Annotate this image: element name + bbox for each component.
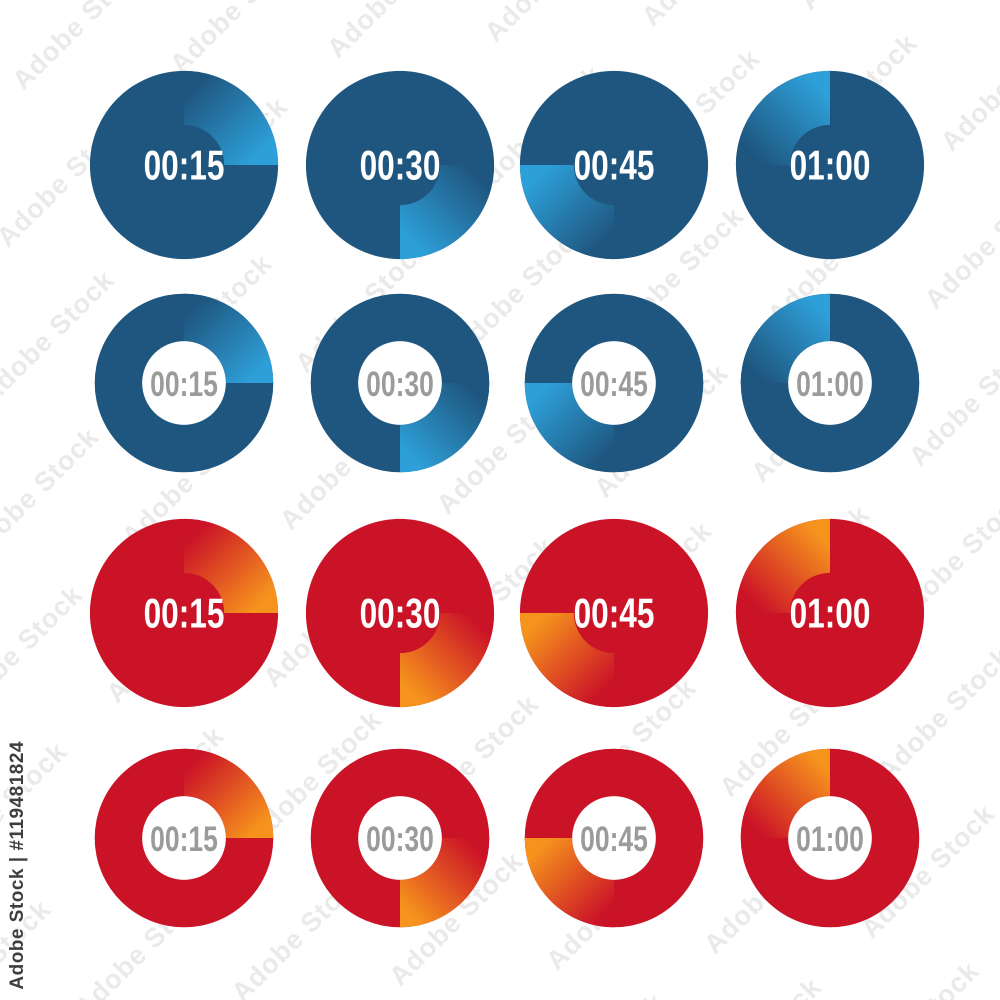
timer-label: 00:30 <box>366 364 434 404</box>
timer-label: 00:45 <box>580 819 648 859</box>
progress-highlight-segment <box>400 383 490 473</box>
timer-hole <box>572 341 656 425</box>
timer-red-solid-00-15: 00:15 <box>86 515 282 711</box>
progress-highlight-segment <box>519 165 614 260</box>
timer-blue-ring-00-30: 00:30 <box>307 290 493 476</box>
progress-highlight-segment <box>524 383 614 473</box>
timer-icon: 00:15 <box>94 293 274 473</box>
progress-highlight-segment <box>184 293 274 383</box>
timer-label: 00:15 <box>150 364 218 404</box>
timer-red-ring-00-15: 00:15 <box>91 745 277 931</box>
timer-label: 01:00 <box>790 141 871 189</box>
timer-red-solid-00-30: 00:30 <box>302 515 498 711</box>
timer-icon: 00:30 <box>305 70 495 260</box>
timer-icon: 01:00 <box>740 748 920 928</box>
progress-highlight-segment <box>400 838 490 928</box>
progress-highlight-segment <box>740 748 830 838</box>
timer-blue-solid-01-00: 01:00 <box>732 67 928 263</box>
progress-highlight-segment <box>184 748 274 838</box>
timer-blue-ring-00-45: 00:45 <box>521 290 707 476</box>
timer-label: 01:00 <box>796 364 864 404</box>
progress-highlight-segment <box>735 70 830 165</box>
timer-blue-ring-01-00: 01:00 <box>737 290 923 476</box>
timer-label: 00:30 <box>360 589 441 637</box>
progress-highlight-segment <box>400 165 495 260</box>
timer-red-solid-01-00: 01:00 <box>732 515 928 711</box>
timer-icon: 00:45 <box>519 70 709 260</box>
progress-highlight-segment <box>735 518 830 613</box>
progress-highlight-segment <box>524 838 614 928</box>
timer-red-solid-00-45: 00:45 <box>516 515 712 711</box>
timer-hole <box>788 796 872 880</box>
timer-label: 00:45 <box>574 141 655 189</box>
timer-icon: 01:00 <box>735 518 925 708</box>
timer-icon: 00:45 <box>519 518 709 708</box>
timer-hole <box>358 341 442 425</box>
timer-label: 00:45 <box>574 589 655 637</box>
timer-icon: 00:15 <box>89 518 279 708</box>
timer-icon: 00:45 <box>524 748 704 928</box>
progress-highlight-segment <box>184 518 279 613</box>
timer-label: 00:15 <box>144 589 225 637</box>
timer-hole <box>358 796 442 880</box>
progress-highlight-segment <box>519 613 614 708</box>
timer-blue-ring-00-15: 00:15 <box>91 290 277 476</box>
timer-icon: 00:30 <box>310 748 490 928</box>
timer-hole <box>788 341 872 425</box>
timer-label: 00:30 <box>366 819 434 859</box>
timer-icon: 01:00 <box>740 293 920 473</box>
progress-highlight-segment <box>740 293 830 383</box>
timer-red-ring-01-00: 01:00 <box>737 745 923 931</box>
timer-blue-solid-00-15: 00:15 <box>86 67 282 263</box>
timer-icon: 01:00 <box>735 70 925 260</box>
timer-label: 00:45 <box>580 364 648 404</box>
timer-icon: 00:15 <box>89 70 279 260</box>
timer-red-ring-00-30: 00:30 <box>307 745 493 931</box>
timer-label: 00:15 <box>144 141 225 189</box>
timer-hole <box>572 796 656 880</box>
timer-blue-solid-00-45: 00:45 <box>516 67 712 263</box>
timer-blue-solid-00-30: 00:30 <box>302 67 498 263</box>
timer-label: 00:30 <box>360 141 441 189</box>
watermark-id-text: Adobe Stock | #119481824 <box>7 741 28 990</box>
timer-label: 01:00 <box>796 819 864 859</box>
timer-label: 01:00 <box>790 589 871 637</box>
timer-hole <box>142 341 226 425</box>
timer-icon: 00:30 <box>310 293 490 473</box>
timer-icon: 00:45 <box>524 293 704 473</box>
progress-highlight-segment <box>400 613 495 708</box>
timer-icon: 00:30 <box>305 518 495 708</box>
timer-red-ring-00-45: 00:45 <box>521 745 707 931</box>
progress-highlight-segment <box>184 70 279 165</box>
timer-icon: 00:15 <box>94 748 274 928</box>
timer-hole <box>142 796 226 880</box>
timer-label: 00:15 <box>150 819 218 859</box>
